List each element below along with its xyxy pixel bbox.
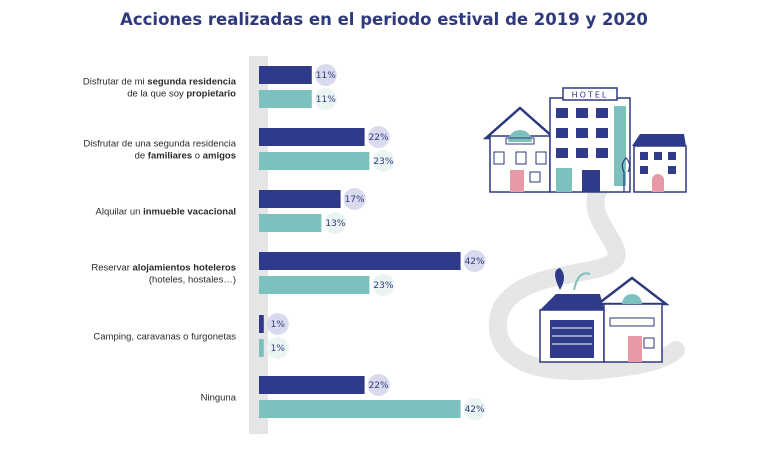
bar-series-2 — [259, 152, 370, 170]
bar-series-1 — [259, 66, 312, 84]
data-label: 42% — [465, 257, 485, 267]
value-badge — [367, 126, 390, 148]
data-label: 11% — [316, 71, 336, 81]
hotel-building: HOTEL — [549, 87, 631, 193]
data-label: 42% — [465, 405, 485, 415]
bar-series-2 — [259, 90, 312, 108]
category-label: Disfrutar de una segunda residencia de fa… — [83, 139, 236, 162]
data-label: 22% — [369, 381, 389, 391]
data-label: 23% — [373, 157, 393, 167]
data-label: 13% — [325, 219, 345, 229]
value-badge — [324, 212, 347, 234]
data-label: 22% — [369, 133, 389, 143]
value-badge — [314, 64, 337, 86]
value-badge — [372, 150, 395, 172]
bar-series-1 — [259, 190, 341, 208]
chart-title: Acciones realizadas en el periodo estiva… — [120, 10, 648, 29]
data-label: 11% — [316, 95, 336, 105]
category-label: Reservar alojamientos hoteleros (hoteles,… — [91, 263, 236, 286]
svg-text:HOTEL: HOTEL — [572, 91, 609, 100]
bar-series-2 — [259, 214, 322, 232]
data-label: 23% — [373, 281, 393, 291]
right-house — [621, 134, 687, 193]
value-badge — [266, 313, 289, 335]
category-label: Ninguna — [201, 393, 237, 404]
bar-series-1 — [259, 315, 264, 333]
value-badge — [463, 398, 486, 420]
houses-and-hotel-illustration: HOTEL — [482, 87, 687, 380]
data-label: 1% — [271, 344, 286, 354]
value-badge — [343, 188, 366, 210]
bar-series-1 — [259, 252, 461, 270]
bar-series-1 — [259, 376, 365, 394]
road-path — [488, 179, 685, 380]
value-badge — [372, 274, 395, 296]
bar-series-1 — [259, 128, 365, 146]
value-badge — [266, 337, 289, 359]
category-label: Camping, caravanas o furgonetas — [93, 332, 236, 343]
bar-series-2 — [259, 400, 461, 418]
bar-series-2 — [259, 339, 264, 357]
bars: 11% 22% 17% 42% 1% 22% 11% 23% 13% 23% 1% 42% — [259, 64, 486, 420]
value-badge — [367, 374, 390, 396]
category-label: Disfrutar de mi segunda residencia de la … — [83, 77, 237, 100]
data-label: 1% — [271, 320, 286, 330]
data-label: 17% — [345, 195, 365, 205]
category-label: Alquilar un inmueble vacacional — [96, 207, 236, 218]
bottom-house — [539, 268, 670, 363]
value-badge — [314, 88, 337, 110]
value-badge — [463, 250, 486, 272]
category-labels: Disfrutar de mi segunda residencia de la … — [83, 77, 237, 404]
bar-series-2 — [259, 276, 370, 294]
left-house — [482, 106, 558, 193]
